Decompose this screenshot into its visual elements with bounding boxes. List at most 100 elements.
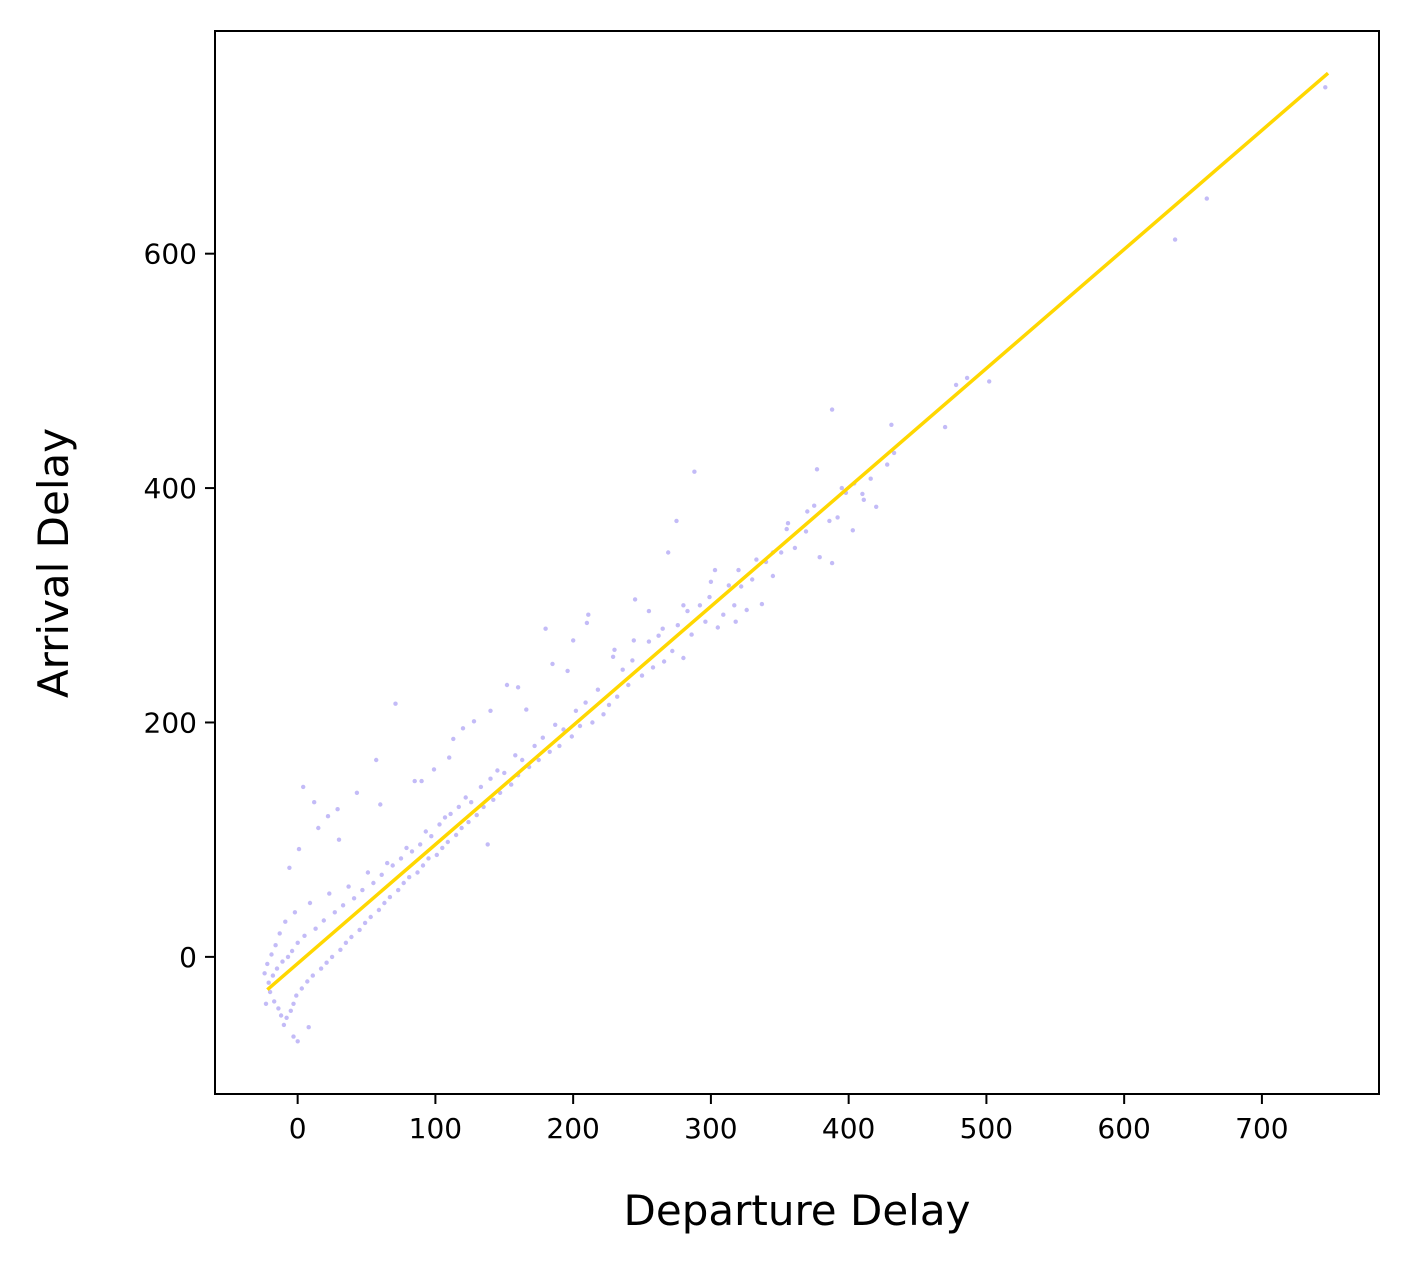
scatter-point: [285, 954, 291, 960]
scatter-point: [302, 933, 307, 938]
scatter-point: [440, 845, 445, 851]
scatter-point: [274, 966, 280, 971]
scatter-point: [291, 1034, 296, 1039]
x-tick-label: 200: [546, 1112, 599, 1145]
scatter-point: [265, 961, 270, 967]
scatter-point: [739, 584, 744, 589]
scatter-point: [573, 708, 579, 713]
scatter-point: [278, 1013, 284, 1018]
y-tick-label: 200: [144, 706, 197, 739]
scatter-point: [368, 914, 373, 920]
scatter-point: [269, 952, 274, 957]
scatter-point: [325, 814, 331, 819]
scatter-point: [351, 896, 357, 901]
scatter-point: [891, 450, 897, 456]
scatter-point: [744, 607, 749, 613]
scatter-point: [615, 694, 620, 699]
scatter-point: [415, 870, 420, 875]
scatter-point: [471, 719, 477, 724]
scatter-point: [805, 509, 810, 514]
scatter-point: [301, 784, 306, 790]
scatter-point: [401, 880, 406, 886]
scatter-point: [451, 736, 456, 742]
scatter-point: [565, 668, 570, 674]
scatter-point: [385, 860, 390, 866]
scatter-point: [646, 608, 652, 614]
scatter-point: [612, 647, 617, 652]
x-axis-label: Departure Delay: [624, 1186, 971, 1235]
x-tick-label: 100: [409, 1112, 462, 1145]
scatter-point: [550, 661, 555, 667]
scatter-point: [263, 1001, 269, 1006]
scatter-point: [478, 784, 484, 790]
scatter-point: [312, 800, 317, 805]
scatter-point: [299, 986, 304, 991]
scatter-point: [273, 943, 278, 948]
scatter-point: [630, 658, 635, 663]
scatter-point: [321, 918, 326, 923]
scatter-point: [577, 723, 583, 729]
scatter-point: [310, 973, 315, 978]
scatter-point: [404, 845, 409, 851]
scatter-point: [571, 638, 576, 643]
scatter-point: [491, 797, 496, 802]
scatter-point: [409, 849, 415, 854]
scatter-point: [336, 837, 342, 842]
scatter-point: [632, 597, 638, 602]
scatter-point: [707, 594, 712, 600]
scatter-point: [681, 655, 686, 661]
scatter-point: [488, 776, 493, 781]
fit-line: [266, 71, 1330, 992]
y-tick-label: 0: [179, 941, 197, 974]
scatter-point: [329, 954, 335, 960]
scatter-point: [305, 979, 310, 984]
axes: [214, 30, 1380, 1095]
scatter-point: [803, 529, 809, 534]
y-tick-label: 600: [144, 238, 197, 271]
scatter-point: [732, 603, 737, 608]
scatter-point: [382, 900, 387, 906]
scatter-point: [553, 722, 558, 727]
scatter-point: [586, 612, 591, 617]
scatter-point: [540, 735, 545, 740]
scatter-point: [874, 504, 879, 509]
scatter-point: [276, 1006, 281, 1011]
scatter-point: [447, 755, 452, 760]
scatter-point: [661, 659, 667, 664]
scatter-point: [295, 1039, 300, 1044]
scatter-point: [620, 667, 625, 672]
scatter-point: [547, 749, 552, 754]
scatter-point: [942, 424, 948, 430]
scatter-point: [277, 931, 282, 936]
scatter-point: [288, 1008, 293, 1013]
scatter-point: [460, 726, 466, 731]
scatter-point: [817, 555, 822, 560]
scatter-point: [759, 601, 765, 607]
scatter-point: [495, 768, 500, 773]
scatter-point: [697, 603, 703, 608]
scatter-point: [291, 1001, 296, 1006]
scatter-point: [474, 812, 479, 818]
scatter-point: [814, 467, 820, 472]
scatter-point: [419, 778, 424, 784]
scatter-point: [509, 782, 514, 787]
x-tick-label: 300: [684, 1112, 737, 1145]
scatter-point: [610, 654, 616, 659]
scatter-point: [666, 550, 671, 555]
scatter-point: [590, 720, 595, 725]
scatter-point: [283, 919, 288, 924]
scatter-point: [646, 639, 652, 644]
scatter-point: [524, 707, 529, 712]
scatter-point: [513, 753, 518, 758]
scatter-point: [712, 567, 718, 573]
y-tick-label: 400: [144, 472, 197, 505]
scatter-point: [715, 625, 720, 630]
scatter-point: [379, 872, 384, 877]
scatter-point: [964, 375, 970, 381]
scatter-point: [307, 900, 313, 906]
scatter-point: [827, 518, 832, 524]
scatter-point: [784, 526, 789, 532]
scatter-point: [423, 829, 428, 834]
scatter-point: [469, 800, 474, 805]
